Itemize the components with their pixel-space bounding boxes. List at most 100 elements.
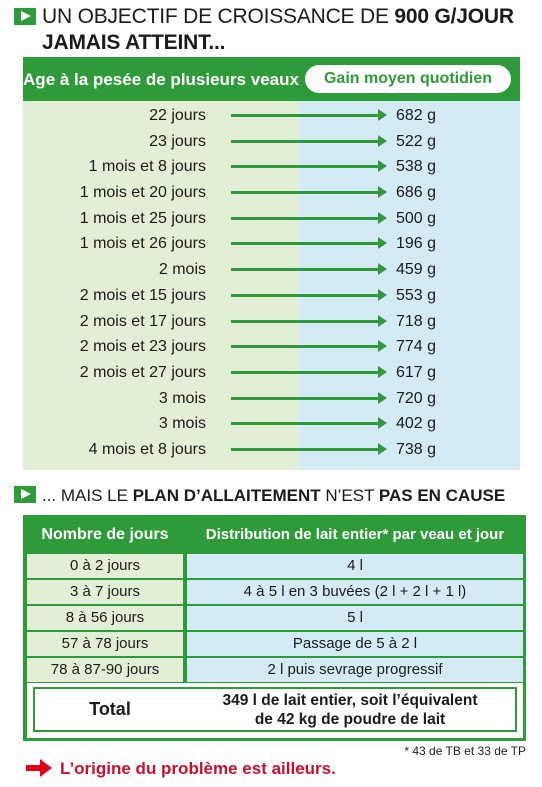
table-row: 1 mois et 20 jours 686 g xyxy=(23,180,520,206)
total-line2: de 42 kg de poudre de lait xyxy=(254,711,446,728)
days-cell: 3 à 7 jours xyxy=(27,580,183,604)
arrow-right-icon xyxy=(231,340,387,353)
heading2-part2: N’EST xyxy=(320,486,379,505)
age-cell: 2 mois xyxy=(158,261,206,279)
total-box: Total 349 l de lait entier, soit l’équiv… xyxy=(33,687,517,732)
arrow-right-icon xyxy=(231,134,387,147)
arrow-right-icon xyxy=(231,442,387,455)
days-cell: 57 à 78 jours xyxy=(27,632,183,656)
age-cell: 2 mois et 27 jours xyxy=(79,363,206,381)
header-gain: Gain moyen quotidien xyxy=(305,65,511,93)
heading-growth-objective: UN OBJECTIF DE CROISSANCE DE 900 G/JOUR … xyxy=(14,4,534,56)
total-label: Total xyxy=(89,699,131,719)
table-row: 3 mois 720 g xyxy=(23,386,520,412)
growth-table-header: Age à la pesée de plusieurs veaux Gain m… xyxy=(23,57,520,101)
gain-cell: 538 g xyxy=(396,158,437,176)
arrow-right-icon xyxy=(231,109,387,121)
heading2-part1: ... MAIS LE xyxy=(42,486,133,505)
header-distribution: Distribution de lait entier* par veau et… xyxy=(205,526,505,543)
arrow-right-icon xyxy=(231,186,387,199)
table-row: 2 mois 459 g xyxy=(23,257,520,283)
feeding-table: Nombre de jours Distribution de lait ent… xyxy=(23,515,526,741)
table-row: 0 à 2 jours 4 l xyxy=(27,554,523,578)
gain-cell: 617 g xyxy=(396,363,437,381)
days-cell: 8 à 56 jours xyxy=(27,606,183,630)
age-cell: 22 jours xyxy=(149,107,206,124)
days-cell: 78 à 87-90 jours xyxy=(27,658,183,682)
distribution-cell: 4 à 5 l en 3 buvées (2 l + 2 l + 1 l) xyxy=(187,580,523,604)
table-row: 8 à 56 jours 5 l xyxy=(27,606,523,630)
arrow-right-icon xyxy=(231,263,387,276)
gain-cell: 774 g xyxy=(396,338,437,356)
table-row: 1 mois et 26 jours 196 g xyxy=(23,231,520,257)
age-cell: 1 mois et 25 jours xyxy=(79,209,206,227)
growth-table-rows: 22 jours 682 g 23 jours 522 g 1 mois et 8 jo… xyxy=(23,103,520,463)
heading1-bold: 900 G/JOUR xyxy=(394,5,514,28)
distribution-cell: Passage de 5 à 2 l xyxy=(187,632,523,656)
table-row: 1 mois et 8 jours 538 g xyxy=(23,154,520,180)
growth-table: Age à la pesée de plusieurs veaux Gain m… xyxy=(23,57,520,470)
footnote: * 43 de TB et 33 de TP xyxy=(404,744,526,758)
distribution-cell: 5 l xyxy=(187,606,523,630)
table-row: 22 jours 682 g xyxy=(23,103,520,129)
gain-cell: 553 g xyxy=(396,286,437,304)
conclusion-text: L’origine du problème est ailleurs. xyxy=(60,759,336,778)
total-line1: 349 l de lait entier, soit l’équivalent xyxy=(222,692,478,709)
distribution-cell: 4 l xyxy=(187,554,523,578)
age-cell: 1 mois et 26 jours xyxy=(79,235,206,253)
table-row: 78 à 87-90 jours 2 l puis sevrage progres… xyxy=(27,658,523,682)
table-row: 3 à 7 jours 4 à 5 l en 3 buvées (2 l + 2 … xyxy=(27,580,523,604)
table-row: 57 à 78 jours Passage de 5 à 2 l xyxy=(27,632,523,656)
arrow-right-icon xyxy=(231,237,387,250)
arrow-right-icon xyxy=(231,211,387,224)
gain-cell: 718 g xyxy=(396,312,437,330)
arrow-right-icon xyxy=(231,314,387,327)
age-cell: 4 mois et 8 jours xyxy=(88,440,206,458)
age-column-bg xyxy=(23,57,299,470)
arrow-right-icon xyxy=(231,365,387,378)
table-row: 4 mois et 8 jours 738 g xyxy=(23,437,520,463)
table-row: 3 mois 402 g xyxy=(23,411,520,437)
table-row: 1 mois et 25 jours 500 g xyxy=(23,206,520,232)
total-value: 349 l de lait entier, soit l’équivalent … xyxy=(185,689,515,732)
heading1-part1: UN OBJECTIF DE CROISSANCE DE xyxy=(42,5,395,28)
days-cell: 0 à 2 jours xyxy=(27,554,183,578)
play-icon xyxy=(14,8,36,25)
play-icon xyxy=(14,486,36,503)
arrow-right-icon xyxy=(231,288,387,301)
age-cell: 3 mois xyxy=(158,415,206,433)
gain-cell: 738 g xyxy=(396,440,437,458)
age-cell: 2 mois et 17 jours xyxy=(79,312,206,330)
heading1-line2: JAMAIS ATTEINT... xyxy=(42,31,226,54)
age-cell: 23 jours xyxy=(149,132,206,150)
table-row: 2 mois et 17 jours 718 g xyxy=(23,309,520,335)
table-row: 2 mois et 23 jours 774 g xyxy=(23,334,520,360)
header-age: Age à la pesée de plusieurs veaux xyxy=(23,69,299,89)
gain-cell: 402 g xyxy=(396,415,437,433)
arrow-right-icon xyxy=(231,391,387,404)
total-row: Total 349 l de lait entier, soit l’équiv… xyxy=(27,683,523,738)
arrow-right-icon xyxy=(231,417,387,430)
table-row: 2 mois et 15 jours 553 g xyxy=(23,283,520,309)
header-days: Nombre de jours xyxy=(41,526,169,543)
gain-column-bg xyxy=(299,57,520,470)
header-gain-container: Gain moyen quotidien xyxy=(299,63,520,95)
age-cell: 1 mois et 8 jours xyxy=(88,158,206,176)
gain-cell: 459 g xyxy=(396,261,437,279)
heading-feeding-plan: ... MAIS LE PLAN D’ALLAITEMENT N’EST PAS… xyxy=(14,485,534,507)
gain-cell: 196 g xyxy=(396,235,437,253)
table-row: 23 jours 522 g xyxy=(23,129,520,155)
conclusion: L’origine du problème est ailleurs. xyxy=(26,757,336,781)
gain-cell: 522 g xyxy=(396,132,437,150)
age-cell: 1 mois et 20 jours xyxy=(79,184,206,202)
age-cell: 2 mois et 15 jours xyxy=(79,286,206,304)
age-cell: 2 mois et 23 jours xyxy=(79,338,206,356)
gain-cell: 682 g xyxy=(396,107,437,124)
arrow-right-icon xyxy=(26,759,52,777)
gain-cell: 720 g xyxy=(396,389,437,407)
age-cell: 3 mois xyxy=(158,389,206,407)
distribution-cell: 2 l puis sevrage progressif xyxy=(187,658,523,682)
heading2-bold2: PAS EN CAUSE xyxy=(378,486,506,505)
gain-cell: 500 g xyxy=(396,209,437,227)
table-row: 2 mois et 27 jours 617 g xyxy=(23,360,520,386)
